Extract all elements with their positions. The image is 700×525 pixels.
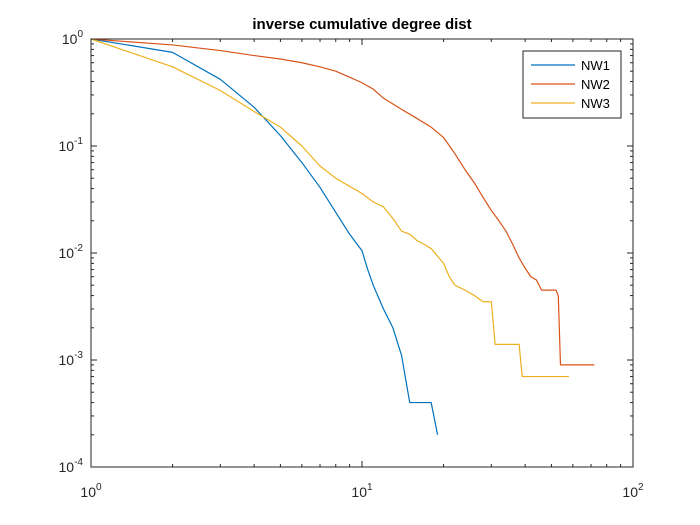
y-tick-base: 10 — [59, 352, 75, 368]
y-tick-base: 10 — [59, 138, 75, 154]
legend: NW1 NW2 NW3 — [522, 50, 622, 119]
series-line-nw2 — [90, 38, 595, 366]
legend-label: NW1 — [581, 58, 610, 73]
y-tick-label: 100 — [62, 29, 84, 47]
y-tick-exp: -3 — [74, 350, 83, 361]
legend-label: NW2 — [581, 77, 610, 92]
y-tick-exp: -1 — [74, 136, 83, 147]
x-tick-label: 101 — [351, 482, 373, 500]
x-tick-base: 10 — [80, 484, 96, 500]
y-tick-label: 10-1 — [59, 136, 84, 154]
series-line-nw3 — [90, 38, 569, 378]
series-layer — [90, 38, 595, 435]
y-tick-base: 10 — [62, 31, 78, 47]
y-tick-exp: 0 — [77, 29, 83, 40]
x-tick-base: 10 — [351, 484, 367, 500]
y-tick-label: 10-2 — [59, 243, 84, 261]
x-tick-exp: 0 — [96, 482, 102, 493]
x-tick-exp: 1 — [367, 482, 373, 493]
series-line-nw1 — [90, 38, 439, 435]
y-tick-label: 10-4 — [59, 457, 84, 475]
chart-title: inverse cumulative degree dist — [252, 16, 471, 33]
x-tick-label: 100 — [80, 482, 102, 500]
y-tick-base: 10 — [59, 245, 75, 261]
y-tick-exp: -4 — [74, 457, 83, 468]
y-tick-exp: -2 — [74, 243, 83, 254]
x-tick-exp: 2 — [638, 482, 644, 493]
x-tick-base: 10 — [622, 484, 638, 500]
legend-label: NW3 — [581, 96, 610, 111]
x-tick-label: 102 — [622, 482, 644, 500]
y-tick-base: 10 — [59, 459, 75, 475]
y-tick-label: 10-3 — [59, 350, 84, 368]
